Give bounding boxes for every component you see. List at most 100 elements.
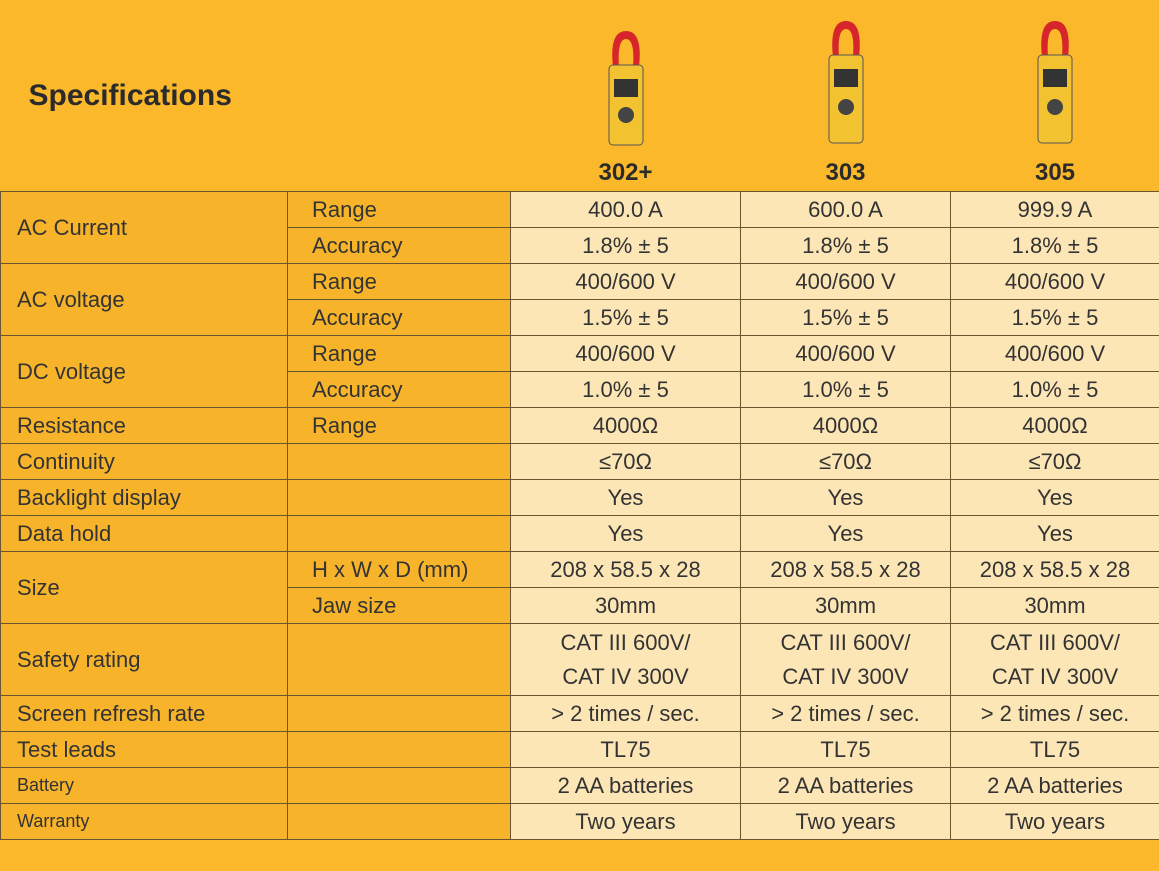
sub-label [288,444,511,480]
value-cell: TL75 [951,732,1159,768]
model-name: 303 [825,159,865,186]
value-cell: 400.0 A [511,192,741,228]
sub-label: Accuracy [288,300,511,336]
value-cell: > 2 times / sec. [951,696,1159,732]
value-cell: CAT III 600V/CAT IV 300V [511,624,741,696]
model-name: 305 [1035,159,1075,186]
value-cell: 30mm [951,588,1159,624]
group-label: Screen refresh rate [1,696,288,732]
value-cell: 208 x 58.5 x 28 [511,552,741,588]
value-cell: 400/600 V [511,336,741,372]
value-cell: Yes [511,516,741,552]
group-label: Test leads [1,732,288,768]
value-cell: 1.8% ± 5 [741,228,951,264]
group-label: Continuity [1,444,288,480]
value-cell: 600.0 A [741,192,951,228]
sub-label: Range [288,192,511,228]
table-row: Continuity≤70Ω≤70Ω≤70Ω [1,444,1159,480]
model-cell: 305 [951,0,1159,192]
value-cell: ≤70Ω [951,444,1159,480]
value-cell: 1.5% ± 5 [511,300,741,336]
value-cell: 400/600 V [511,264,741,300]
table-row: Screen refresh rate > 2 times / sec. > 2 t… [1,696,1159,732]
value-line: CAT III 600V/ [951,626,1159,660]
product-image [601,27,651,147]
value-cell: 4000Ω [951,408,1159,444]
title: Specifications [1,0,511,192]
sub-label [288,516,511,552]
value-cell: 400/600 V [741,336,951,372]
group-label: Size [1,552,288,624]
value-cell: 208 x 58.5 x 28 [951,552,1159,588]
value-cell: ≤70Ω [511,444,741,480]
sub-label: Accuracy [288,372,511,408]
value-cell: 4000Ω [741,408,951,444]
value-cell: 2 AA batteries [951,768,1159,804]
group-label: AC Current [1,192,288,264]
value-cell: Yes [741,480,951,516]
value-cell: 4000Ω [511,408,741,444]
product-image [1030,17,1080,147]
value-cell: 30mm [511,588,741,624]
value-cell: ≤70Ω [741,444,951,480]
value-cell: 208 x 58.5 x 28 [741,552,951,588]
value-cell: Yes [951,480,1159,516]
value-cell: 1.8% ± 5 [511,228,741,264]
value-cell: 2 AA batteries [511,768,741,804]
value-cell: CAT III 600V/CAT IV 300V [951,624,1159,696]
value-cell: TL75 [741,732,951,768]
value-cell: 400/600 V [951,264,1159,300]
value-cell: 1.0% ± 5 [511,372,741,408]
model-cell: 302+ [511,0,741,192]
group-label: Data hold [1,516,288,552]
sub-label [288,624,511,696]
header-row: Specifications 302+ 303 305 [1,0,1159,192]
table-row: AC voltageRange400/600 V400/600 V400/600… [1,264,1159,300]
product-image [821,17,871,147]
value-line: CAT IV 300V [741,660,950,694]
value-line: CAT IV 300V [511,660,740,694]
value-cell: Two years [951,804,1159,840]
value-cell: > 2 times / sec. [511,696,741,732]
value-cell: 400/600 V [951,336,1159,372]
group-label: Warranty [1,804,288,840]
sub-label [288,480,511,516]
value-cell: Yes [951,516,1159,552]
value-line: CAT IV 300V [951,660,1159,694]
value-cell: 1.8% ± 5 [951,228,1159,264]
group-label: Backlight display [1,480,288,516]
value-cell: TL75 [511,732,741,768]
sub-label: Range [288,336,511,372]
value-line: CAT III 600V/ [511,626,740,660]
sub-label [288,768,511,804]
sub-label: H x W x D (mm) [288,552,511,588]
model-name: 302+ [598,159,652,186]
value-cell: 1.5% ± 5 [741,300,951,336]
sub-label: Range [288,264,511,300]
sub-label: Accuracy [288,228,511,264]
value-cell: 400/600 V [741,264,951,300]
value-cell: 999.9 A [951,192,1159,228]
value-cell: 1.0% ± 5 [951,372,1159,408]
value-cell: 1.5% ± 5 [951,300,1159,336]
sub-label [288,804,511,840]
group-label: DC voltage [1,336,288,408]
group-label: Resistance [1,408,288,444]
group-label: Battery [1,768,288,804]
value-cell: Two years [511,804,741,840]
value-line: CAT III 600V/ [741,626,950,660]
value-cell: Yes [511,480,741,516]
group-label: Safety rating [1,624,288,696]
sub-label [288,732,511,768]
value-cell: Two years [741,804,951,840]
sub-label: Range [288,408,511,444]
value-cell: 30mm [741,588,951,624]
